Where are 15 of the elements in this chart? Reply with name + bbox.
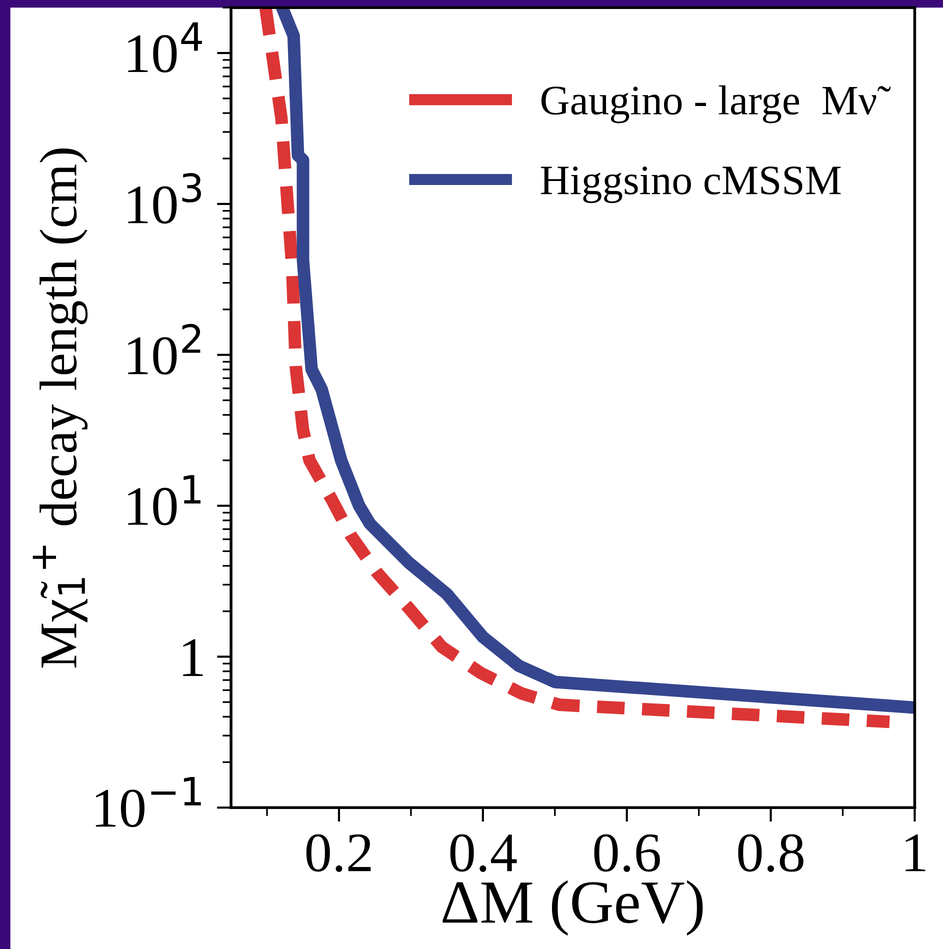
y-tick-label: 10$^{−1}$: [96, 776, 201, 828]
y-axis-title: Mχ̃$_{1}$$^{+}$ decay length (cm): [32, 148, 88, 668]
legend-label: Higgsino cMSSM: [540, 166, 841, 204]
x-tick-label: 0.6: [594, 834, 660, 872]
x-axis-title: ΔM (GeV): [442, 880, 703, 936]
y-tick-label: 10$^{2}$: [128, 324, 200, 375]
y-tick-label: 10$^{3}$: [128, 173, 201, 224]
y-tick-label: 10$^{4}$: [128, 22, 202, 73]
y-tick-label: 10$^{1}$: [128, 475, 200, 526]
x-tick-label: 0.8: [738, 834, 804, 872]
legend-label: Gaugino - large Mν̃: [541, 85, 891, 124]
x-tick-label: 0.2: [306, 834, 371, 872]
x-tick-label: 0.4: [450, 834, 517, 872]
y-tick-label: 1: [183, 639, 203, 676]
x-tick-label: 1: [906, 834, 926, 872]
